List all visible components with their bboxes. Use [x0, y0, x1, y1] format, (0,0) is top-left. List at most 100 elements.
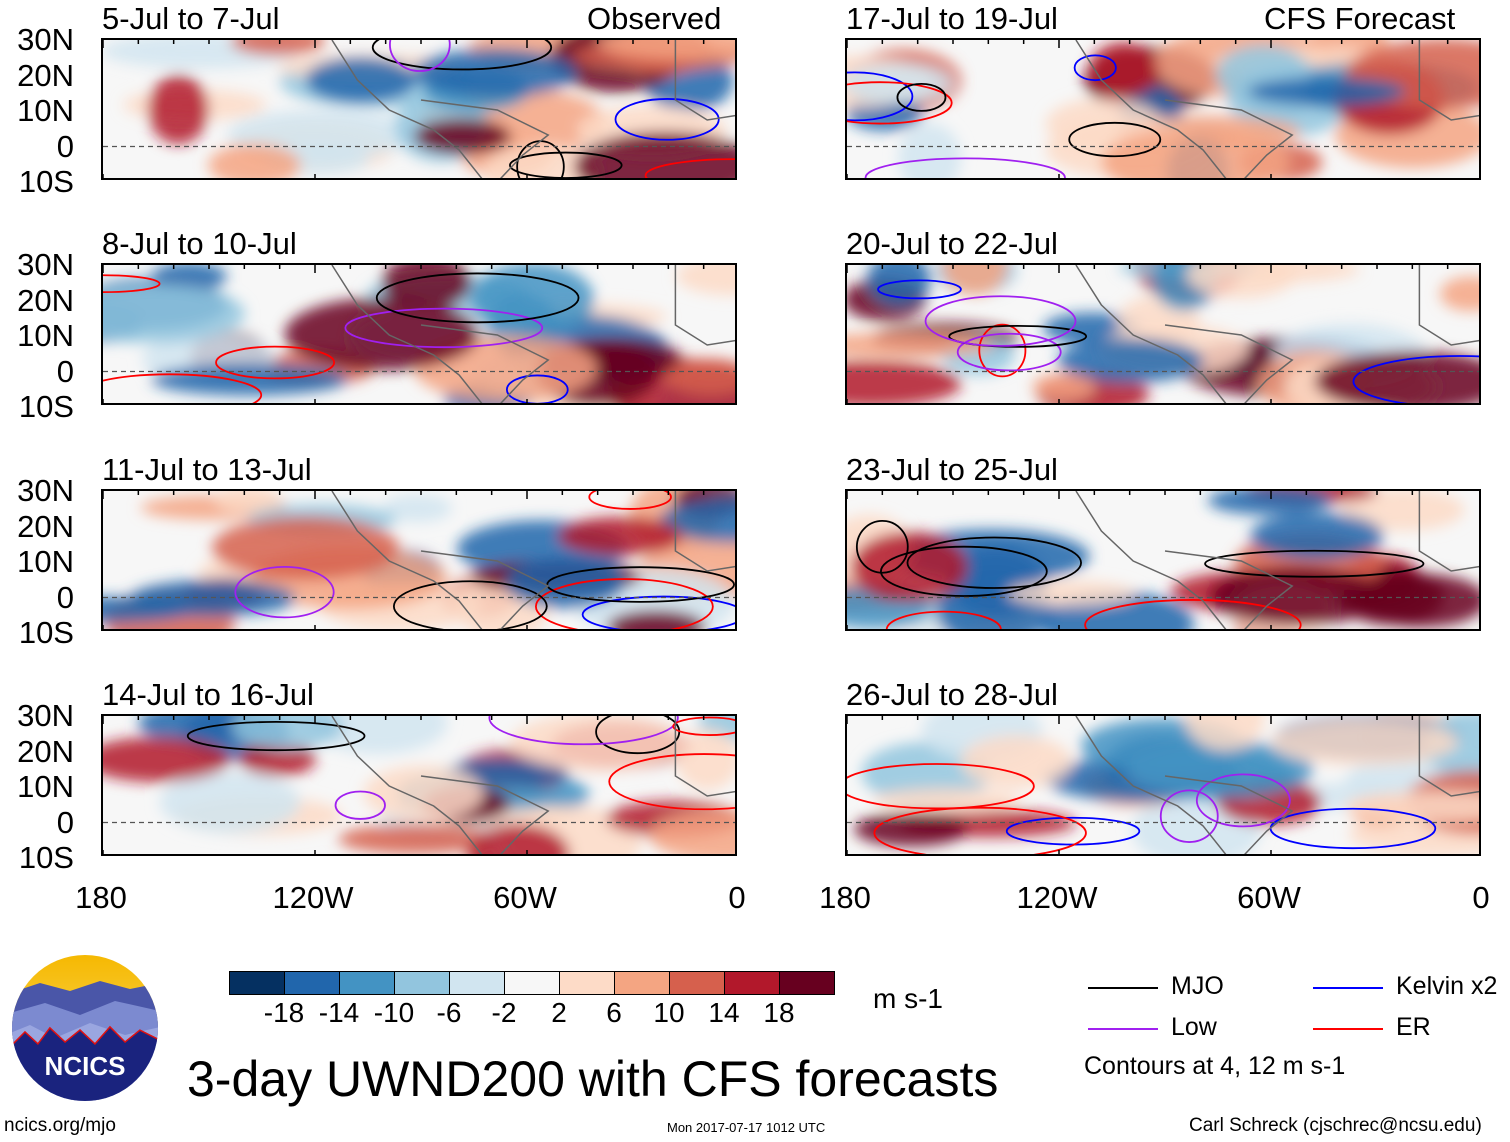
wind-anomaly-blob — [230, 40, 326, 56]
colorbar-swatch — [230, 972, 285, 994]
wind-anomaly-blob — [606, 609, 706, 629]
wind-anomaly-blob — [1057, 338, 1204, 383]
lat-label: 0 — [56, 804, 74, 840]
contour-line — [924, 295, 1077, 347]
observed-label: Observed — [587, 1, 722, 36]
wind-anomaly-blob — [103, 736, 231, 783]
contour-line — [215, 345, 336, 380]
wind-anomaly-blob — [1209, 566, 1384, 626]
wind-anomaly-blob — [466, 824, 570, 854]
colorbar-tick-label: -18 — [263, 997, 305, 1028]
contour-line — [334, 790, 386, 820]
coastline — [1075, 491, 1479, 629]
wind-anomaly-blob — [130, 580, 296, 617]
footer-url[interactable]: ncics.org/mjo — [4, 1115, 116, 1136]
contour-line — [608, 753, 735, 811]
lat-label: 30N — [17, 22, 74, 57]
wind-anomaly-blob — [960, 735, 1073, 789]
colorbar-tick-label: -2 — [491, 997, 517, 1028]
lat-label: 20N — [17, 508, 74, 544]
wind-anomaly-blob — [1344, 791, 1479, 823]
lat-label: 10S — [18, 615, 74, 650]
panel-title: 5-Jul to 7-Jul — [102, 1, 280, 36]
coastline — [1075, 716, 1479, 854]
colorbar-units: m s-1 — [873, 983, 943, 1014]
lat-label: 10S — [18, 164, 74, 199]
contour-line — [505, 374, 569, 403]
wind-anomaly-blob — [1270, 718, 1459, 766]
wind-anomaly-blob — [1007, 580, 1136, 606]
wind-anomaly-blob — [1247, 77, 1406, 106]
lat-label: 20N — [17, 733, 74, 769]
wind-anomaly-blob — [214, 491, 281, 514]
lat-label: 10N — [17, 318, 74, 353]
ncics-logo: NCICS — [10, 953, 160, 1108]
wind-anomaly-blob — [159, 771, 301, 834]
wind-anomaly-blob — [338, 824, 495, 854]
contour-line — [855, 519, 909, 574]
wind-anomaly-blob — [103, 283, 246, 344]
legend-label: Low — [1171, 1013, 1217, 1041]
map-panel — [845, 263, 1481, 405]
wind-anomaly-blob — [207, 143, 301, 178]
contour-line — [906, 536, 1082, 589]
lon-label: 60W — [1237, 880, 1301, 915]
lat-label: 30N — [17, 247, 74, 282]
wind-anomaly-blob — [847, 360, 962, 403]
colorbar-swatch — [560, 972, 615, 994]
lon-label: 0 — [1472, 880, 1490, 915]
wind-anomaly-blob — [872, 788, 1022, 813]
contour-line — [847, 81, 953, 125]
logo-text: NCICS — [45, 1051, 126, 1081]
wind-anomaly-blob — [413, 118, 512, 155]
colorbar-tick-label: 18 — [763, 997, 795, 1028]
legend-line — [1313, 987, 1383, 989]
lat-label: 30N — [17, 473, 74, 508]
panel-title: 14-Jul to 16-Jul — [102, 677, 314, 712]
contour-line — [488, 716, 679, 746]
wind-anomaly-blob — [151, 363, 348, 396]
panel-title: 26-Jul to 28-Jul — [846, 677, 1058, 712]
contour-line — [588, 491, 672, 510]
colorbar-swatch — [450, 972, 505, 994]
wind-anomaly-blob — [381, 265, 472, 310]
wind-anomaly-blob — [558, 516, 683, 556]
wind-anomaly-blob — [1185, 716, 1265, 752]
contour-line — [847, 71, 914, 122]
panel-title: 11-Jul to 13-Jul — [102, 452, 312, 487]
colorbar-tick-label: -6 — [436, 997, 462, 1028]
lat-label: 20N — [17, 57, 74, 93]
colorbar-tick-label: 6 — [606, 997, 622, 1028]
lon-label: 60W — [493, 880, 557, 915]
contour-line — [371, 40, 553, 71]
wind-anomaly-blob — [1341, 491, 1465, 531]
wind-anomaly-blob — [1207, 491, 1332, 515]
wind-anomaly-blob — [470, 265, 595, 337]
wind-anomaly-blob — [1088, 42, 1159, 98]
colorbar-swatch — [670, 972, 725, 994]
contour-line — [1084, 599, 1302, 629]
legend-line — [1088, 1028, 1158, 1030]
contour-line — [103, 373, 263, 403]
wind-anomaly-blob — [666, 358, 735, 395]
contour-line — [1068, 121, 1162, 158]
contour-line — [546, 566, 735, 603]
wind-anomaly-blob — [1186, 265, 1297, 299]
wind-anomaly-blob — [649, 809, 735, 854]
lat-label: 0 — [56, 579, 74, 615]
lat-label: 30N — [17, 698, 74, 733]
wind-anomaly-blob — [363, 765, 484, 821]
legend-label: Kelvin x2 — [1396, 972, 1498, 1000]
contour-line — [103, 274, 161, 294]
contour-line — [1352, 355, 1479, 403]
coastline — [1075, 40, 1479, 178]
wind-anomaly-blob — [898, 123, 962, 178]
colorbar-tick-label: -10 — [373, 997, 415, 1028]
contour-line — [885, 610, 1002, 629]
panel-title: 20-Jul to 22-Jul — [846, 226, 1058, 261]
contour-line — [956, 332, 1062, 372]
lat-label: 0 — [56, 128, 74, 164]
wind-anomaly-blob — [676, 265, 735, 296]
contour-line — [392, 580, 548, 629]
lat-label: 10S — [18, 389, 74, 424]
